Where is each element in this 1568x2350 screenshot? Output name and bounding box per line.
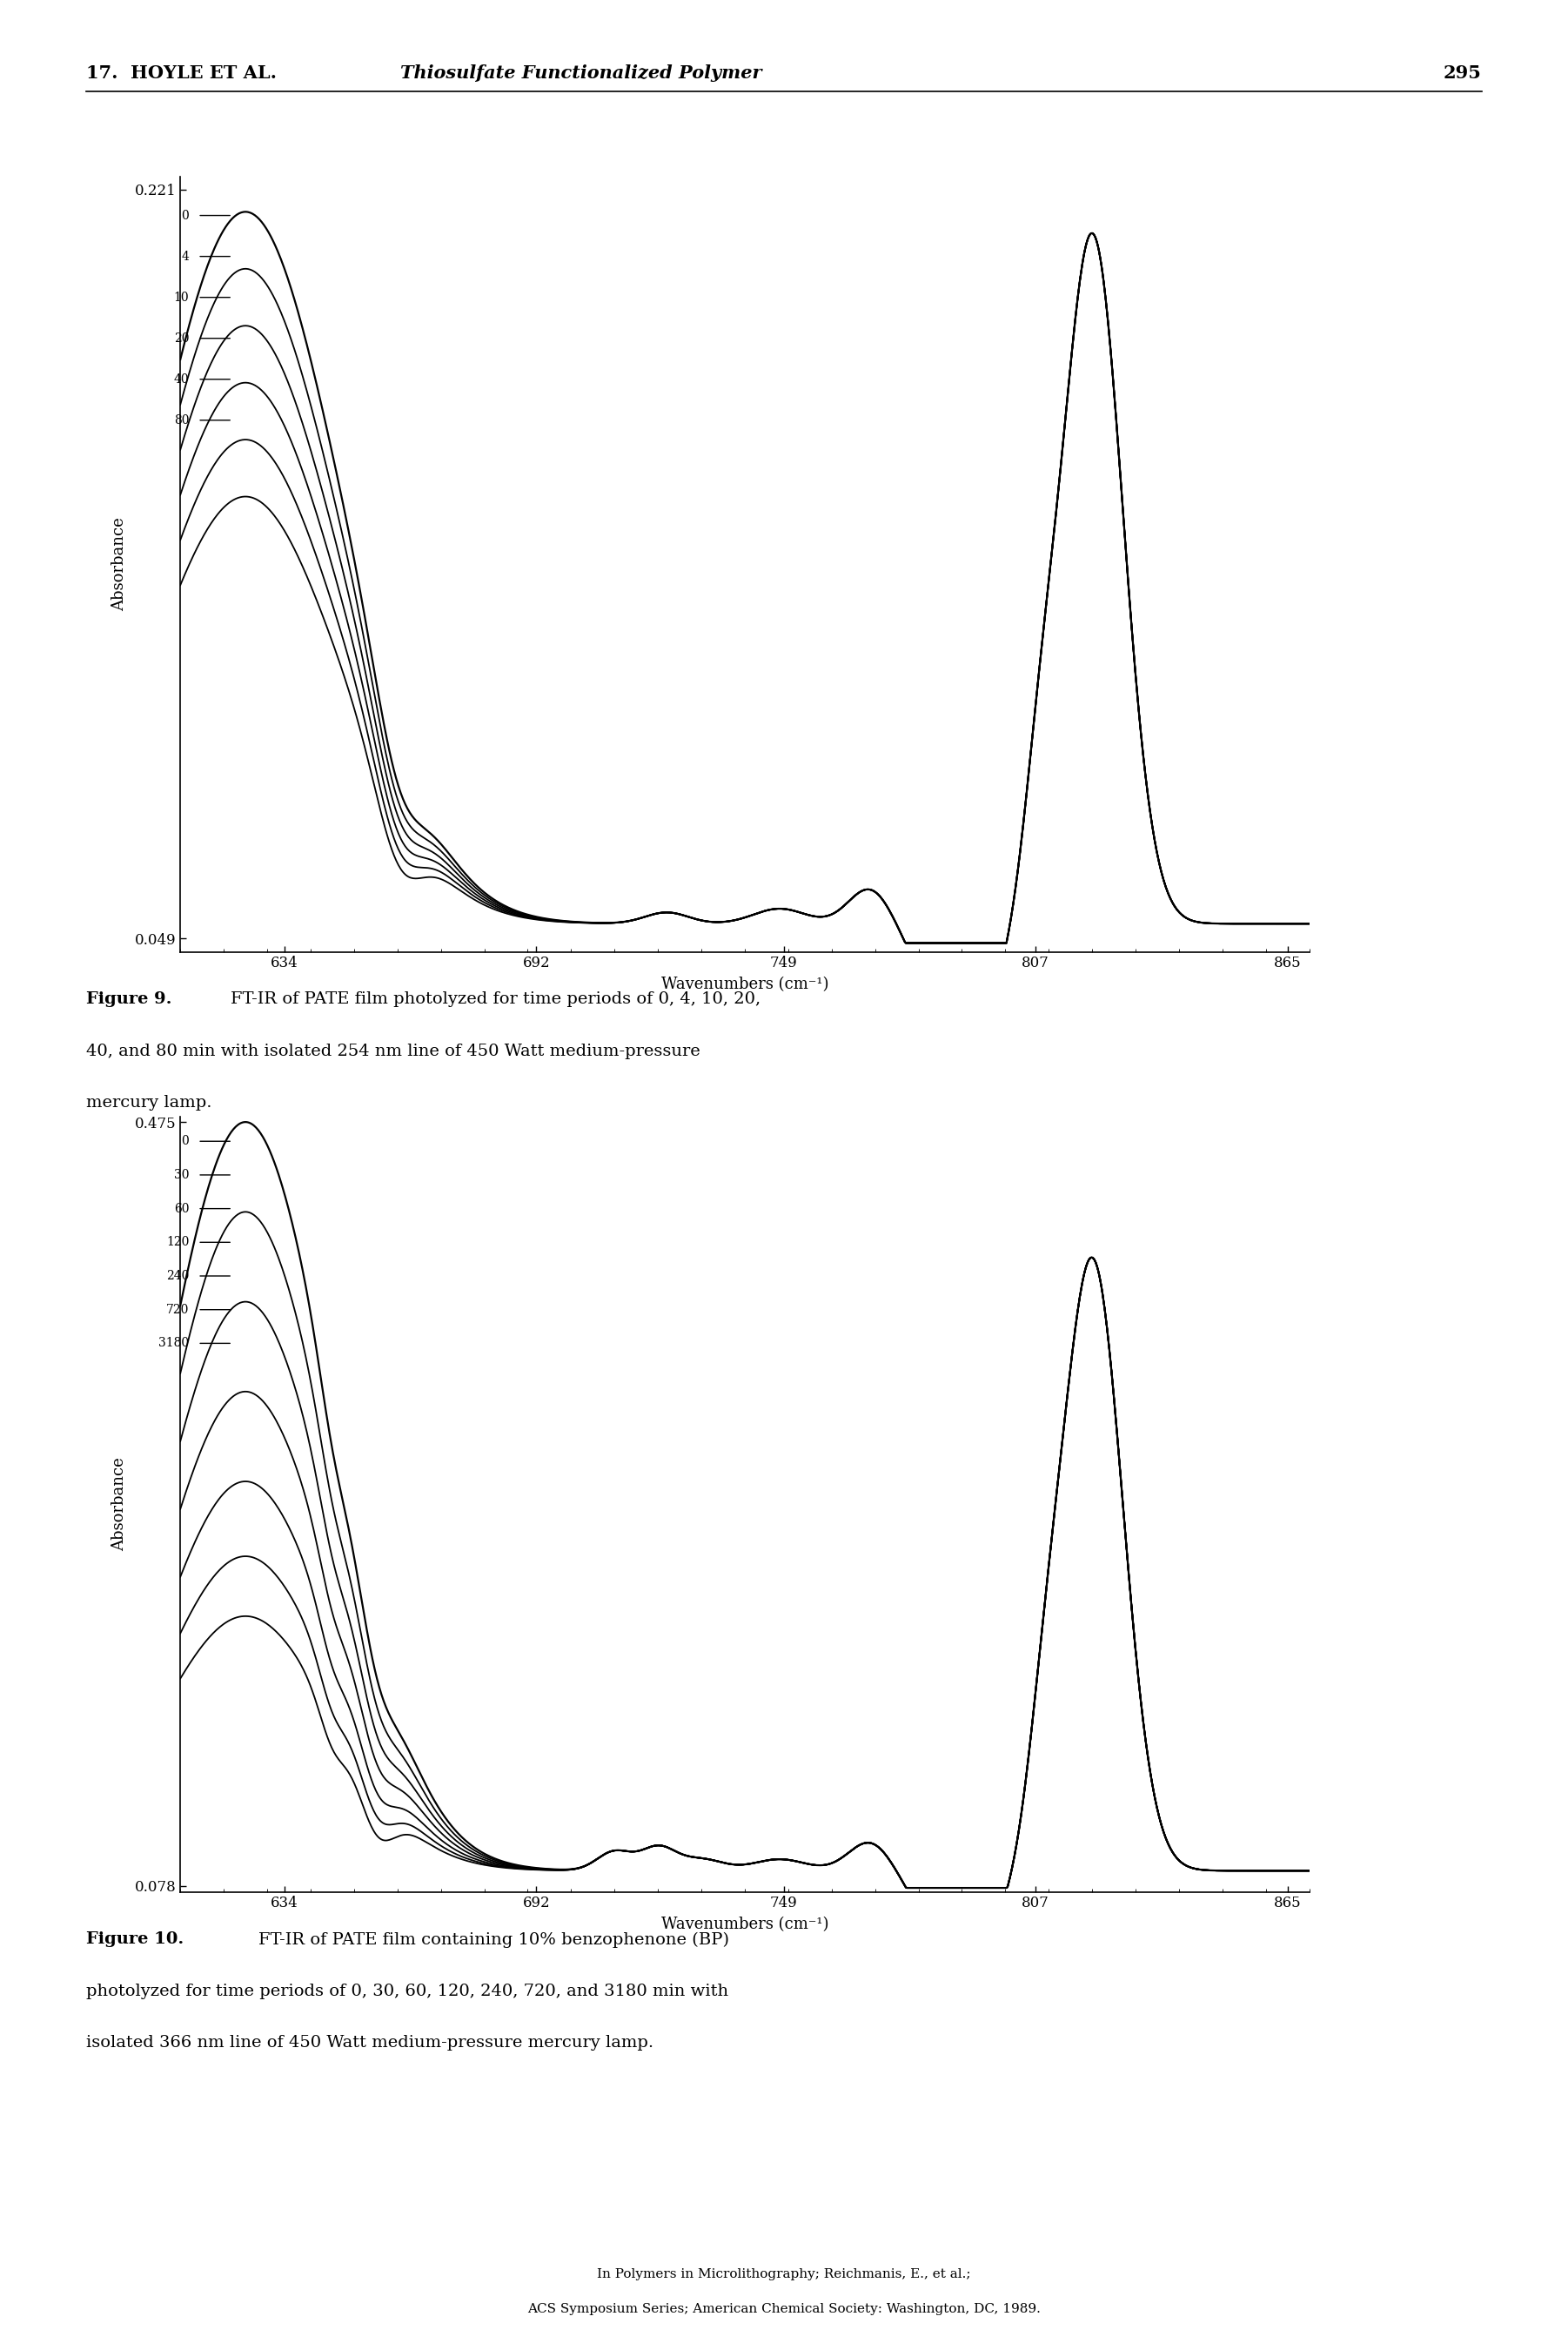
X-axis label: Wavenumbers (cm⁻¹): Wavenumbers (cm⁻¹) <box>662 978 828 992</box>
Text: ACS Symposium Series; American Chemical Society: Washington, DC, 1989.: ACS Symposium Series; American Chemical … <box>527 2303 1041 2315</box>
Text: FT-IR of PATE film photolyzed for time periods of 0, 4, 10, 20,: FT-IR of PATE film photolyzed for time p… <box>230 992 760 1008</box>
Text: Figure 10.: Figure 10. <box>86 1932 183 1948</box>
Text: 120: 120 <box>166 1236 190 1248</box>
Text: FT-IR of PATE film containing 10% benzophenone (BP): FT-IR of PATE film containing 10% benzop… <box>259 1932 729 1948</box>
Text: Figure 9.: Figure 9. <box>86 992 172 1008</box>
Text: 4: 4 <box>182 251 190 263</box>
Text: photolyzed for time periods of 0, 30, 60, 120, 240, 720, and 3180 min with: photolyzed for time periods of 0, 30, 60… <box>86 1983 729 2000</box>
Text: 0: 0 <box>182 209 190 221</box>
Y-axis label: Absorbance: Absorbance <box>111 517 127 611</box>
Y-axis label: Absorbance: Absorbance <box>111 1457 127 1551</box>
Text: 80: 80 <box>174 414 190 425</box>
Text: 3180: 3180 <box>158 1337 190 1349</box>
Text: 20: 20 <box>174 331 190 345</box>
Text: Thiosulfate Functionalized Polymer: Thiosulfate Functionalized Polymer <box>400 66 762 82</box>
Text: mercury lamp.: mercury lamp. <box>86 1095 212 1112</box>
Text: 0: 0 <box>182 1135 190 1147</box>
Text: 295: 295 <box>1444 66 1482 82</box>
Text: 40, and 80 min with isolated 254 nm line of 450 Watt medium-pressure: 40, and 80 min with isolated 254 nm line… <box>86 1043 701 1060</box>
Text: 30: 30 <box>174 1168 190 1182</box>
Text: In Polymers in Microlithography; Reichmanis, E., et al.;: In Polymers in Microlithography; Reichma… <box>597 2268 971 2280</box>
Text: 40: 40 <box>174 374 190 385</box>
Text: 17.  HOYLE ET AL.: 17. HOYLE ET AL. <box>86 66 278 82</box>
X-axis label: Wavenumbers (cm⁻¹): Wavenumbers (cm⁻¹) <box>662 1918 828 1932</box>
Text: 240: 240 <box>166 1269 190 1283</box>
Text: 60: 60 <box>174 1203 190 1215</box>
Text: 720: 720 <box>166 1304 190 1316</box>
Text: isolated 366 nm line of 450 Watt medium-pressure mercury lamp.: isolated 366 nm line of 450 Watt medium-… <box>86 2035 654 2052</box>
Text: 10: 10 <box>174 291 190 303</box>
